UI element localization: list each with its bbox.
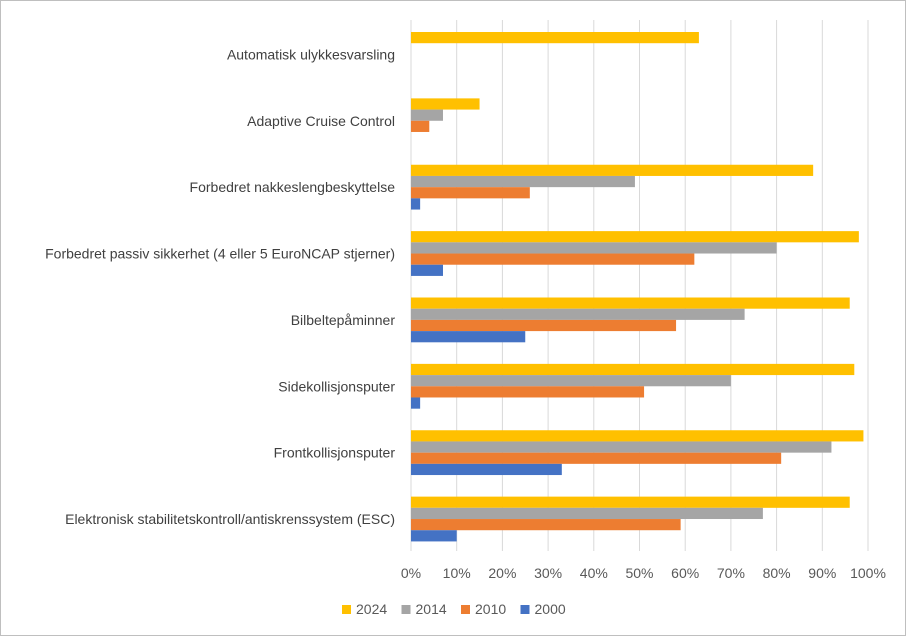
bar-2024 [411,363,855,376]
legend-swatch [342,605,351,614]
bar-2014 [411,109,443,121]
x-tick-label: 60% [671,565,699,581]
bar-2014 [411,308,745,320]
category-label: Adaptive Cruise Control [247,113,395,129]
bar-2000 [411,264,443,276]
legend-swatch [520,605,530,614]
legend-label: 2000 [535,601,566,617]
bar-2014 [411,441,832,453]
bar-2010 [411,519,681,531]
bar-2010 [411,120,430,132]
legend-label: 2024 [356,601,387,617]
bar-2000 [411,530,457,542]
bar-2010 [411,319,677,332]
bar-2024 [411,98,480,110]
bar-2014 [411,507,763,520]
bar-2014 [411,175,635,188]
bar-2024 [411,231,859,243]
bars [411,32,864,542]
x-tick-label: 80% [763,565,791,581]
legend-label: 2014 [416,601,447,617]
bar-2024 [411,32,699,44]
category-label: Automatisk ulykkesvarsling [227,46,395,62]
category-label: Frontkollisjonsputer [274,445,396,461]
x-tick-label: 90% [808,565,836,581]
bar-2000 [411,198,421,210]
bar-2000 [411,397,421,409]
bar-2014 [411,242,777,254]
x-tick-label: 50% [625,565,653,581]
x-tick-label: 20% [488,565,516,581]
category-labels: Automatisk ulykkesvarsling Adaptive Cruis… [45,46,395,527]
bar-2014 [411,375,731,387]
x-tick-labels: 0% 10% 20% 30% 40% 50% 60% 70% 80% 90% 100% [401,565,886,581]
bar-2010 [411,386,645,398]
bar-2000 [411,463,562,476]
legend-swatch [401,605,411,614]
category-label: Bilbeltepåminner [291,312,396,328]
legend-label: 2010 [475,601,506,617]
bar-2024 [411,430,864,442]
bar-2010 [411,187,530,199]
x-tick-label: 10% [443,565,471,581]
category-label: Sidekollisjonsputer [278,378,395,394]
category-label: Forbedret nakkeslengbeskyttelse [190,179,396,195]
x-tick-label: 40% [580,565,608,581]
x-tick-label: 70% [717,565,745,581]
x-tick-label: 0% [401,565,421,581]
bar-2024 [411,164,814,176]
x-tick-label: 30% [534,565,562,581]
bar-2024 [411,496,850,508]
bar-2000 [411,331,526,343]
legend-swatch [461,605,470,614]
bar-2010 [411,452,782,464]
bar-2024 [411,297,850,309]
legend: 2024 2014 2010 2000 [342,601,566,617]
bar-2010 [411,253,695,265]
category-label: Forbedret passiv sikkerhet (4 eller 5 Eu… [45,246,395,262]
x-tick-label: 100% [850,565,886,581]
category-label: Elektronisk stabilitetskontroll/antiskre… [65,511,395,527]
